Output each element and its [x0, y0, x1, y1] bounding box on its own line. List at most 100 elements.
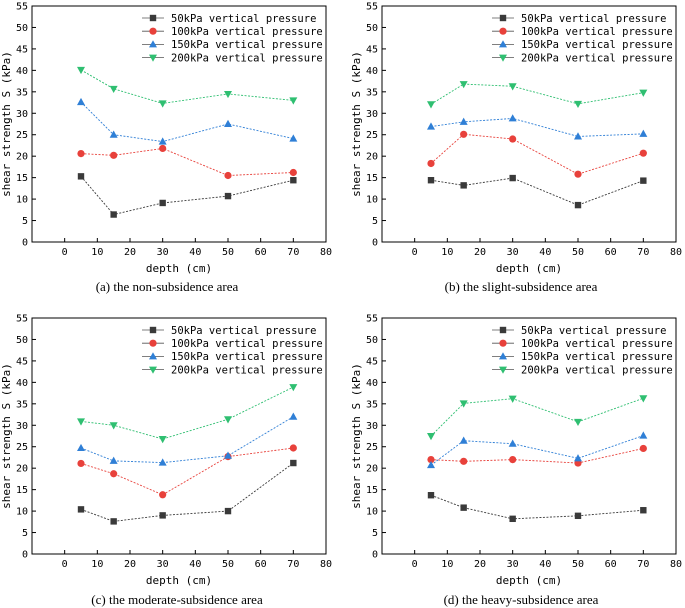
x-tick-label: 10	[441, 559, 453, 570]
legend-label: 200kPa vertical pressure	[171, 52, 323, 64]
data-point-triangle-down	[158, 100, 167, 108]
x-tick-label: 40	[189, 559, 201, 570]
data-point-triangle-up	[109, 130, 118, 138]
y-axis-title: shear strength S (kPa)	[0, 51, 13, 197]
legend-label: 100kPa vertical pressure	[521, 26, 673, 38]
data-point-triangle-down	[77, 66, 85, 75]
x-tick-label: 30	[507, 559, 519, 570]
x-tick-label: 10	[441, 247, 453, 258]
data-point-circle	[289, 168, 297, 177]
data-point-circle	[159, 491, 167, 499]
y-tick-label: 25	[16, 130, 28, 141]
y-tick-label: 50	[16, 335, 28, 346]
data-point-circle	[77, 150, 85, 158]
y-tick-label: 25	[366, 130, 378, 141]
legend-marker-triangle-up	[149, 352, 157, 360]
x-tick-label: 80	[320, 247, 332, 258]
x-tick-label: 10	[91, 559, 103, 570]
y-tick-label: 30	[16, 421, 28, 432]
legend-label: 200kPa vertical pressure	[521, 52, 673, 64]
x-tick-label: 0	[412, 247, 418, 258]
data-point-triangle-down	[289, 384, 298, 392]
series-line-1	[430, 177, 644, 206]
data-point-triangle-up	[224, 119, 232, 127]
y-tick-label: 55	[366, 314, 378, 325]
legend-label: 100kPa vertical pressure	[521, 338, 673, 350]
y-tick-label: 15	[16, 173, 28, 184]
y-tick-label: 40	[366, 66, 378, 77]
x-tick-label: 60	[255, 247, 267, 258]
data-point-triangle-down	[508, 83, 517, 91]
data-point-triangle-up	[77, 443, 85, 452]
panel-caption: (d) the heavy-subsidence area	[444, 592, 599, 607]
data-point-circle	[224, 171, 232, 180]
x-tick-label: 50	[572, 559, 584, 570]
x-tick-label: 20	[124, 247, 136, 258]
data-point-triangle-up	[459, 436, 468, 444]
data-point-triangle-up	[289, 134, 298, 142]
plot-frame	[31, 5, 327, 243]
data-point-triangle-down	[574, 418, 582, 427]
y-tick-label: 40	[16, 66, 28, 77]
x-tick-label: 0	[62, 559, 68, 570]
data-point-square	[224, 192, 232, 200]
data-point-square	[427, 492, 435, 499]
legend-label: 150kPa vertical pressure	[171, 351, 323, 363]
data-point-triangle-up	[427, 122, 435, 130]
y-tick-label: 5	[22, 216, 28, 227]
data-point-triangle-down	[77, 418, 85, 426]
x-axis-title: depth (cm)	[496, 574, 562, 587]
y-tick-label: 15	[366, 485, 378, 496]
legend-label: 150kPa vertical pressure	[521, 39, 673, 51]
panel-caption: (a) the non-subsidence area	[96, 279, 239, 294]
x-tick-label: 40	[189, 247, 201, 258]
y-tick-label: 45	[16, 356, 28, 367]
data-point-triangle-up	[427, 460, 435, 469]
y-tick-label: 10	[366, 195, 378, 206]
data-point-square	[460, 182, 467, 189]
y-tick-label: 0	[22, 550, 28, 561]
data-point-triangle-up	[224, 451, 232, 459]
data-point-triangle-up	[459, 117, 468, 125]
chart-panel-3: 0 5 10 15 20 25 30 35 40 45 50 55 0 10 20 30 40 50 60 70 80 d…	[0, 314, 332, 608]
legend-marker-circle	[499, 339, 507, 347]
y-tick-label: 50	[16, 23, 28, 34]
x-tick-label: 80	[320, 559, 332, 570]
data-point-circle	[574, 170, 582, 178]
data-point-triangle-up	[289, 412, 298, 420]
x-tick-label: 50	[572, 247, 584, 258]
data-point-triangle-up	[109, 456, 118, 464]
legend-label: 100kPa vertical pressure	[171, 26, 323, 38]
x-tick-label: 80	[670, 247, 682, 258]
y-tick-label: 25	[366, 442, 378, 453]
x-tick-label: 80	[670, 559, 682, 570]
data-point-square	[574, 201, 582, 209]
legend-label: 150kPa vertical pressure	[521, 351, 673, 363]
legend-marker-square	[499, 14, 507, 22]
data-point-circle	[77, 459, 85, 468]
legend-label: 50kPa vertical pressure	[171, 325, 316, 337]
x-tick-label: 60	[255, 559, 267, 570]
x-tick-label: 70	[287, 559, 299, 570]
chart-panel-1: 0 5 10 15 20 25 30 35 40 45 50 55 0 10 20 30 40 50 60 70 80 d…	[0, 2, 332, 295]
x-tick-label: 40	[539, 559, 551, 570]
data-point-triangle-down	[224, 416, 232, 424]
y-tick-label: 35	[366, 87, 378, 98]
y-tick-label: 50	[366, 23, 378, 34]
y-tick-label: 5	[372, 216, 378, 227]
x-tick-label: 20	[474, 247, 486, 258]
x-tick-label: 30	[157, 559, 169, 570]
y-tick-label: 35	[366, 399, 378, 410]
data-point-circle	[427, 159, 435, 168]
legend-marker-circle	[149, 27, 157, 35]
y-tick-label: 20	[366, 464, 378, 475]
data-point-circle	[509, 135, 517, 143]
x-tick-label: 60	[605, 247, 617, 258]
legend-label: 200kPa vertical pressure	[171, 364, 323, 376]
y-tick-label: 0	[372, 238, 378, 249]
y-tick-label: 45	[366, 44, 378, 55]
data-point-circle	[639, 444, 647, 453]
y-tick-label: 5	[22, 528, 28, 539]
